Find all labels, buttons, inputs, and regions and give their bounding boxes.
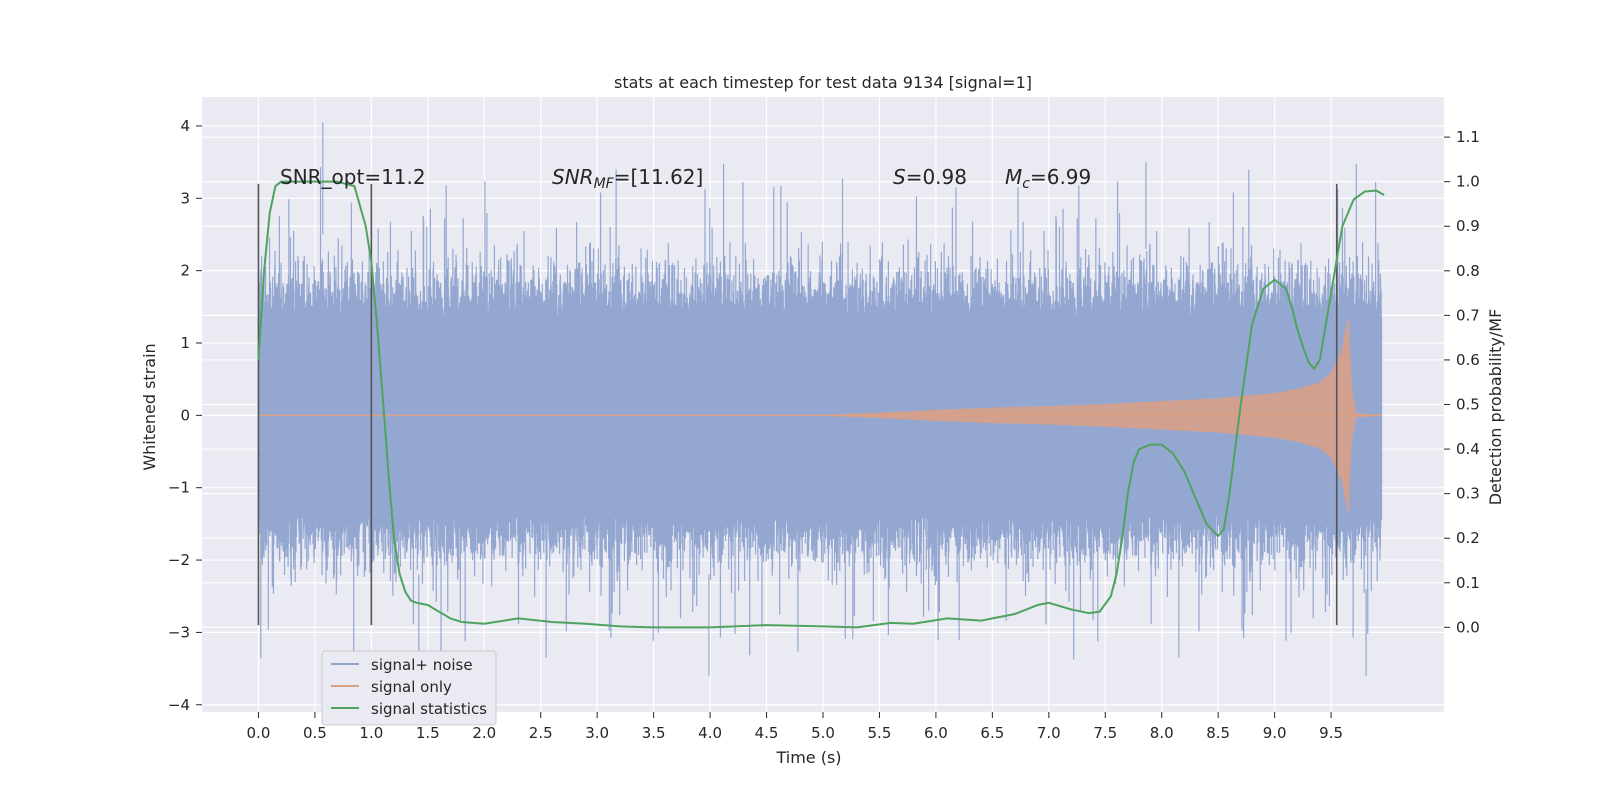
y-right-axis-ticks: 1.1 1.0 0.9 0.8 0.7 0.6 0.5 0.4 0.3 0.2 0.1 0.0: [1444, 128, 1480, 636]
y-left-tick-label: 1: [180, 334, 190, 352]
x-tick-label: 0.0: [247, 724, 271, 742]
snr-opt-annotation: SNR_opt=11.2: [280, 165, 426, 189]
x-tick-label: 7.5: [1093, 724, 1117, 742]
x-tick-label: 8.0: [1150, 724, 1174, 742]
s-annotation: S=0.98: [893, 165, 967, 189]
x-axis-ticks: 0.0 0.5 1.0 1.5 2.0 2.5 3.0 3.5 4.0 4.5 5.0 5.5 6.0 6…: [247, 712, 1343, 742]
x-tick-label: 5.0: [811, 724, 835, 742]
x-tick-label: 2.5: [529, 724, 553, 742]
x-tick-label: 1.5: [416, 724, 440, 742]
legend: signal+ noise signal only signal statist…: [321, 650, 497, 726]
y-right-tick-label: 0.9: [1456, 217, 1480, 235]
y-left-tick-label: 0: [180, 406, 190, 424]
x-tick-label: 4.0: [698, 724, 722, 742]
y-right-tick-label: 0.4: [1456, 440, 1480, 458]
mc-annotation: Mc=6.99: [1005, 165, 1091, 192]
x-tick-label: 6.0: [924, 724, 948, 742]
mc-sub: c: [1022, 176, 1030, 192]
snr-mf-main: SNR: [552, 165, 594, 189]
y-right-tick-label: 0.0: [1456, 618, 1480, 636]
y-right-tick-label: 0.5: [1456, 396, 1480, 414]
annotations: SNR_opt=11.2 SNRMF=[11.62] S=0.98 Mc=6.9…: [280, 165, 1091, 192]
y-left-tick-label: −3: [168, 623, 190, 641]
y-right-tick-label: 0.8: [1456, 262, 1480, 280]
legend-label-signal-noise: signal+ noise: [371, 656, 473, 674]
x-tick-label: 3.5: [642, 724, 666, 742]
y-right-tick-label: 0.7: [1456, 306, 1480, 324]
y-right-tick-label: 0.3: [1456, 485, 1480, 503]
x-tick-label: 9.0: [1263, 724, 1287, 742]
y-left-tick-label: −4: [168, 696, 190, 714]
s-var: S: [893, 165, 906, 189]
signal-statistics-series: [257, 180, 1385, 629]
mc-var: M: [1005, 165, 1022, 189]
y-left-tick-label: −1: [168, 479, 190, 497]
y-left-axis-label: Whitened strain: [140, 343, 159, 470]
x-tick-label: 2.0: [472, 724, 496, 742]
x-tick-label: 6.5: [980, 724, 1004, 742]
x-tick-label: 3.0: [585, 724, 609, 742]
y-right-tick-label: 1.0: [1456, 173, 1480, 191]
x-tick-label: 7.0: [1037, 724, 1061, 742]
y-right-tick-label: 0.2: [1456, 529, 1480, 547]
legend-label-signal-statistics: signal statistics: [371, 700, 487, 718]
y-left-tick-label: 2: [180, 262, 190, 280]
x-tick-label: 4.5: [755, 724, 779, 742]
y-right-tick-label: 0.6: [1456, 351, 1480, 369]
x-tick-label: 8.5: [1206, 724, 1230, 742]
x-tick-label: 5.5: [868, 724, 892, 742]
x-tick-label: 1.0: [359, 724, 383, 742]
chart-title: stats at each timestep for test data 913…: [614, 73, 1032, 92]
y-right-tick-label: 1.1: [1456, 128, 1480, 146]
y-left-tick-label: 4: [180, 117, 190, 135]
s-rest: =0.98: [906, 165, 967, 189]
y-right-axis-label: Detection probability/MF: [1486, 309, 1505, 506]
x-tick-label: 9.5: [1319, 724, 1343, 742]
snr-mf-rest: =[11.62]: [614, 165, 704, 189]
snr-mf-annotation: SNRMF=[11.62]: [552, 165, 703, 192]
x-tick-label: 0.5: [303, 724, 327, 742]
signal-only-series: [258, 317, 1382, 514]
y-right-tick-label: 0.1: [1456, 574, 1480, 592]
y-left-tick-label: −2: [168, 551, 190, 569]
y-left-tick-label: 3: [180, 189, 190, 207]
snr-mf-sub: MF: [594, 176, 615, 192]
signal-statistics-trace: [257, 180, 1385, 629]
x-axis-label: Time (s): [775, 748, 841, 767]
y-left-axis-ticks: 4 3 2 1 0 −1 −2 −3 −4: [168, 117, 202, 714]
legend-label-signal-only: signal only: [371, 678, 452, 696]
legend-box: [321, 650, 497, 726]
mc-rest: =6.99: [1030, 165, 1091, 189]
